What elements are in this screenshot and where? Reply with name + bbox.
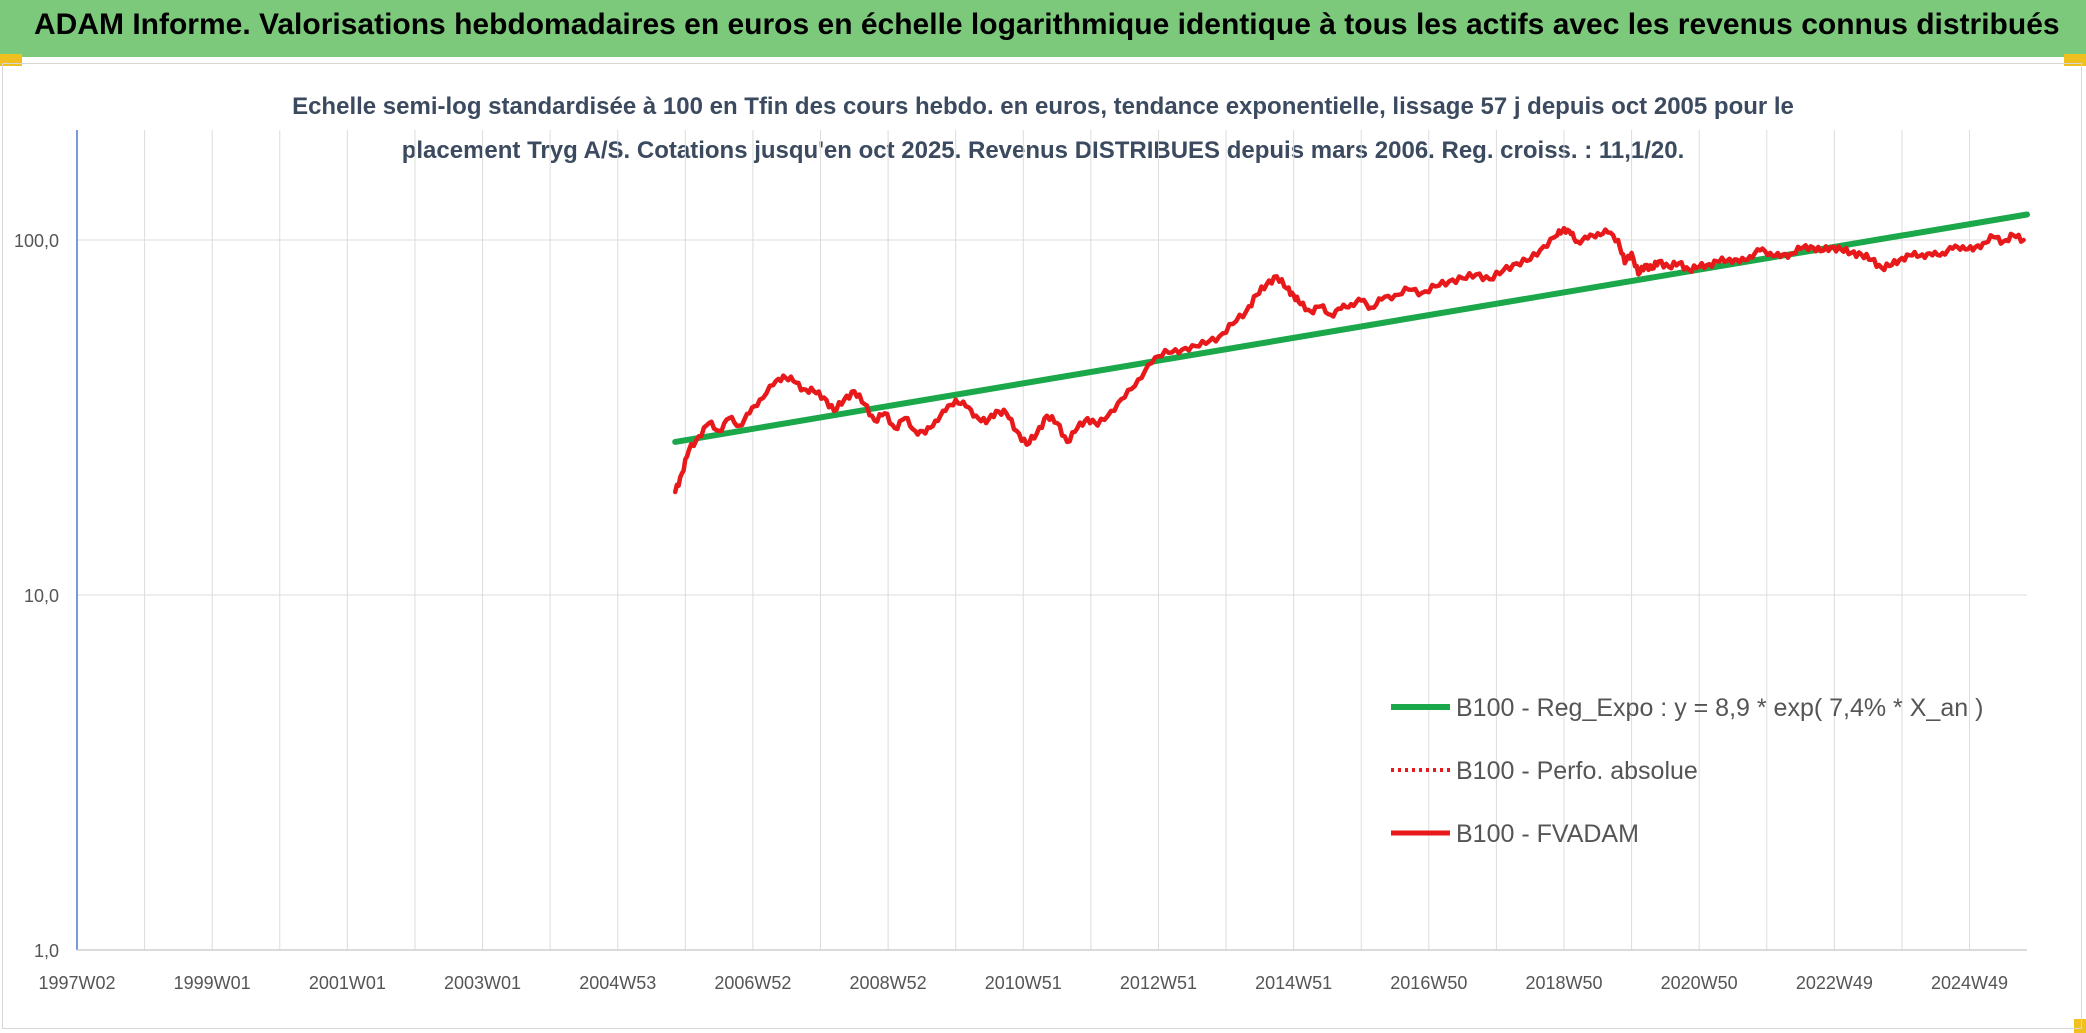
chart-subtitle-line-1: Echelle semi-log standardisée à 100 en T…	[292, 93, 1794, 120]
x-tick-label: 1997W02	[38, 973, 115, 993]
page-title: ADAM Informe. Valorisations hebdomadaire…	[34, 8, 2060, 41]
grid	[76, 130, 2027, 950]
chart-subtitle-line-2: placement Tryg A/S. Cotations jusqu'en o…	[402, 137, 1685, 164]
header-bar: ADAM Informe. Valorisations hebdomadaire…	[0, 0, 2086, 57]
x-tick-label: 2022W49	[1796, 973, 1873, 993]
x-tick-label: 2018W50	[1525, 973, 1602, 993]
chart-frame	[2, 63, 2082, 1029]
x-tick-label: 2006W52	[714, 973, 791, 993]
legend: B100 - Reg_Expo : y = 8,9 * exp( 7,4% * …	[1391, 694, 1983, 848]
series	[672, 211, 2030, 495]
y-tick-label: 10,0	[24, 586, 59, 606]
legend-label: B100 - Perfo. absolue	[1456, 757, 1698, 785]
x-tick-label: 2010W51	[985, 973, 1062, 993]
axes: 1,0 10,0 100,0 1997W02 1999W01 2001W01 2003W01…	[14, 130, 2027, 993]
x-tick-label: 1999W01	[174, 973, 251, 993]
x-tick-label: 2012W51	[1120, 973, 1197, 993]
corner-marker-bottom-right	[2074, 1019, 2086, 1033]
legend-label: B100 - Reg_Expo : y = 8,9 * exp( 7,4% * …	[1456, 694, 1983, 722]
y-tick-label: 1,0	[34, 941, 59, 961]
series-fvadam	[672, 225, 2026, 495]
x-tick-label: 2024W49	[1931, 973, 2008, 993]
x-tick-label: 2014W51	[1255, 973, 1332, 993]
x-tick-label: 2004W53	[579, 973, 656, 993]
x-tick-label: 2016W50	[1390, 973, 1467, 993]
y-tick-label: 100,0	[14, 231, 59, 251]
x-tick-label: 2008W52	[850, 973, 927, 993]
series-reg-expo	[672, 211, 2030, 445]
x-tick-label: 2003W01	[444, 973, 521, 993]
x-tick-label: 2020W50	[1661, 973, 1738, 993]
legend-label: B100 - FVADAM	[1456, 820, 1639, 848]
x-tick-label: 2001W01	[309, 973, 386, 993]
